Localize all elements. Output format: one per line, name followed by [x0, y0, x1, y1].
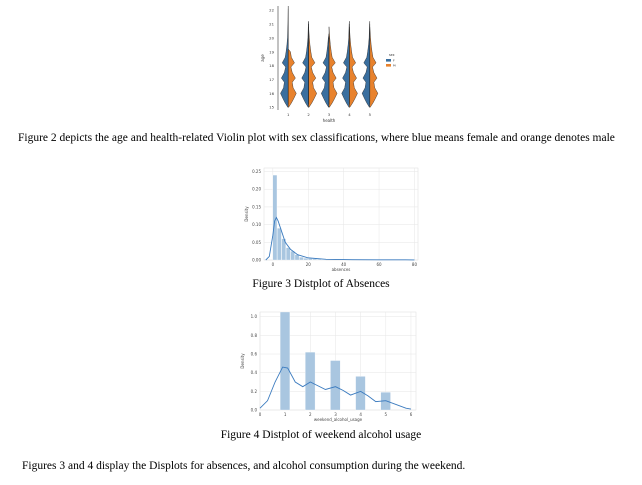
y-tick-label: 0.8 [251, 333, 258, 338]
y-axis-label: Density [244, 206, 249, 222]
figure-4-caption: Figure 4 Distplot of weekend alcohol usa… [220, 429, 422, 441]
legend-label: F [393, 59, 395, 63]
y-tick-label: 17 [269, 77, 274, 82]
violin-half-male [288, 48, 297, 108]
x-tick-label: 6 [410, 412, 413, 417]
y-tick-label: 0.00 [252, 258, 261, 263]
y-tick-label: 0.6 [251, 352, 258, 357]
y-tick-label: 15 [269, 105, 274, 110]
x-tick-label: 5 [369, 112, 372, 117]
y-tick-label: 22 [269, 8, 274, 13]
x-tick-label: 20 [306, 262, 312, 267]
body-paragraph: Figures 3 and 4 display the Displots for… [22, 460, 466, 472]
legend-label: M [393, 64, 396, 68]
y-tick-label: 0.25 [252, 169, 261, 174]
histogram-bar [305, 351, 316, 411]
kde-curve [259, 366, 412, 410]
y-tick-label: 19 [269, 49, 274, 54]
histogram-bar [294, 254, 300, 261]
violin-plot-figure: 15 16 17 18 19 20 21 22 1 2 3 4 5 health age sex FM [260, 6, 396, 123]
x-tick-label: 3 [328, 112, 331, 117]
y-tick-label: 0.20 [252, 187, 261, 192]
x-tick-label: 0 [259, 412, 262, 417]
histogram-bar [277, 228, 282, 261]
x-tick-label: 0 [272, 262, 275, 267]
kde-curve [265, 216, 415, 261]
y-tick-label: 0.15 [252, 204, 261, 209]
x-tick-label: 60 [377, 262, 383, 267]
x-tick-label: 5 [385, 412, 388, 417]
absences-distplot-figure: 0.00 0.05 0.10 0.15 0.20 0.25 0 20 40 60 80 absence… [244, 167, 419, 272]
violin-half-female [341, 21, 350, 108]
violin-half-female [321, 33, 330, 108]
violin-half-male [349, 26, 358, 108]
x-axis-label: health [323, 118, 336, 123]
weekend-alcohol-distplot-figure: 0.0 0.2 0.4 0.6 0.8 1.0 0 1 2 3 4 5 6 weekend_alcohol… [240, 311, 417, 422]
y-tick-label: 0.4 [251, 370, 258, 375]
plot-area [263, 167, 419, 261]
y-tick-label: 1.0 [251, 314, 258, 319]
x-tick-label: 2 [309, 412, 312, 417]
histogram-bar [272, 174, 278, 261]
x-tick-label: 1 [284, 412, 287, 417]
figure-3-caption: Figure 3 Distplot of Absences [252, 278, 390, 290]
legend-swatch [386, 59, 391, 62]
violin-half-male [308, 26, 317, 108]
violin-half-female [280, 6, 289, 108]
y-axis-label: age [260, 54, 265, 62]
histogram-bar [299, 257, 304, 261]
legend-swatch [386, 64, 391, 67]
figure-2-caption: Figure 2 depicts the age and health-rela… [18, 132, 615, 144]
histogram-bar [312, 258, 317, 261]
violin-half-male [369, 26, 379, 108]
y-tick-label: 0.05 [252, 240, 261, 245]
y-tick-label: 18 [269, 63, 274, 68]
y-tick-label: 0.10 [252, 222, 261, 227]
histogram-bar [330, 360, 341, 411]
y-tick-label: 21 [269, 22, 274, 27]
x-tick-label: 1 [287, 112, 290, 117]
y-tick-label: 20 [269, 35, 274, 40]
histogram-bar [279, 311, 291, 411]
y-tick-label: 0.0 [251, 408, 258, 413]
x-tick-label: 2 [307, 112, 310, 117]
violin-half-female [300, 21, 309, 108]
histogram-bar [285, 247, 291, 261]
x-tick-label: 3 [334, 412, 337, 417]
x-tick-label: 80 [412, 262, 418, 267]
violin-half-male [328, 26, 338, 108]
y-axis-label: Density [240, 353, 245, 369]
x-tick-label: 4 [348, 112, 351, 117]
histogram-bar [316, 259, 322, 261]
legend-title: sex [389, 53, 395, 57]
x-axis-label: weekend_alcohol_usage [314, 417, 363, 422]
histogram-bar [308, 258, 313, 261]
violin-half-female [361, 21, 370, 108]
x-axis-label: absences [332, 267, 351, 272]
x-tick-label: 40 [341, 262, 347, 267]
x-tick-label: 4 [359, 412, 362, 417]
y-tick-label: 16 [269, 91, 274, 96]
histogram-bar [303, 258, 309, 261]
y-tick-label: 0.2 [251, 389, 258, 394]
